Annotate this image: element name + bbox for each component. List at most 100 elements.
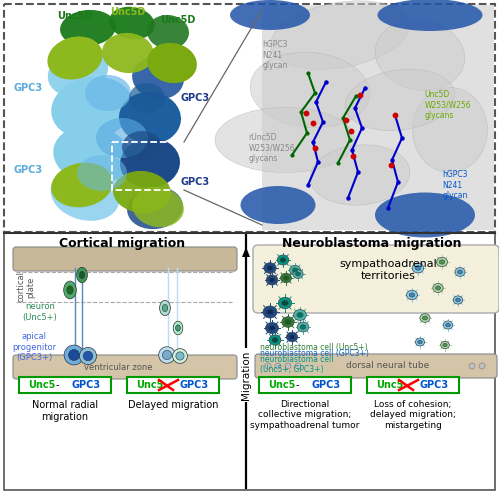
Ellipse shape <box>147 43 197 83</box>
Ellipse shape <box>67 286 73 294</box>
Ellipse shape <box>280 258 286 262</box>
Text: hGPC3
N241
glycan: hGPC3 N241 glycan <box>442 170 468 200</box>
Ellipse shape <box>285 319 291 324</box>
Ellipse shape <box>241 186 315 224</box>
Ellipse shape <box>250 52 370 128</box>
Text: GPC3: GPC3 <box>13 83 42 93</box>
Ellipse shape <box>85 75 131 111</box>
Text: GPC3: GPC3 <box>181 93 210 103</box>
Ellipse shape <box>263 306 277 318</box>
Ellipse shape <box>453 296 463 304</box>
Ellipse shape <box>266 309 273 315</box>
Ellipse shape <box>79 272 85 279</box>
Text: neuroblastoma cell (GPC3+): neuroblastoma cell (GPC3+) <box>260 349 369 358</box>
Ellipse shape <box>437 257 448 267</box>
Text: apical
progenitor
(GPC3+): apical progenitor (GPC3+) <box>12 332 56 362</box>
Ellipse shape <box>120 138 180 188</box>
Text: Unc5: Unc5 <box>28 380 55 390</box>
Circle shape <box>159 347 175 363</box>
Ellipse shape <box>129 83 165 113</box>
Ellipse shape <box>292 268 298 272</box>
Circle shape <box>479 363 485 369</box>
Ellipse shape <box>230 0 310 30</box>
Ellipse shape <box>416 338 425 346</box>
Ellipse shape <box>413 87 488 173</box>
Ellipse shape <box>286 332 297 342</box>
Text: -: - <box>55 380 59 390</box>
Text: Unc5D: Unc5D <box>57 11 93 21</box>
Ellipse shape <box>132 57 184 99</box>
Ellipse shape <box>407 290 418 300</box>
Circle shape <box>173 349 188 363</box>
Ellipse shape <box>293 270 303 279</box>
Text: cortical
plate: cortical plate <box>16 272 36 303</box>
Text: Normal radial
migration: Normal radial migration <box>32 400 98 422</box>
Circle shape <box>162 351 172 359</box>
FancyBboxPatch shape <box>13 355 237 379</box>
Circle shape <box>68 350 79 360</box>
Ellipse shape <box>60 10 116 46</box>
Ellipse shape <box>455 268 465 276</box>
Ellipse shape <box>77 155 127 191</box>
Ellipse shape <box>51 163 113 208</box>
Ellipse shape <box>423 316 428 320</box>
Text: GPC3: GPC3 <box>312 380 341 390</box>
Ellipse shape <box>272 338 278 342</box>
Ellipse shape <box>281 300 288 306</box>
Ellipse shape <box>278 297 291 309</box>
Ellipse shape <box>147 15 189 49</box>
Text: neuroblastoma cell (Unc5+): neuroblastoma cell (Unc5+) <box>260 343 368 352</box>
Text: neuron
(Unc5+): neuron (Unc5+) <box>22 302 57 322</box>
Ellipse shape <box>443 321 453 329</box>
Text: Unc5D: Unc5D <box>160 15 196 25</box>
Ellipse shape <box>267 266 273 271</box>
Text: ventricular zone: ventricular zone <box>84 362 152 372</box>
Text: Cortical migration: Cortical migration <box>59 237 185 249</box>
Ellipse shape <box>283 276 289 280</box>
Circle shape <box>176 352 184 360</box>
Ellipse shape <box>48 48 108 96</box>
FancyBboxPatch shape <box>19 377 111 393</box>
FancyBboxPatch shape <box>4 4 495 232</box>
Ellipse shape <box>433 283 443 292</box>
Ellipse shape <box>102 33 154 73</box>
Circle shape <box>285 363 291 369</box>
Ellipse shape <box>162 304 168 312</box>
Text: GPC3: GPC3 <box>72 380 101 390</box>
Ellipse shape <box>160 300 170 316</box>
Ellipse shape <box>456 298 461 302</box>
Ellipse shape <box>50 169 119 221</box>
Ellipse shape <box>119 92 181 144</box>
Ellipse shape <box>375 20 465 90</box>
Ellipse shape <box>375 192 475 238</box>
Ellipse shape <box>173 321 183 335</box>
Text: neuroblastoma cell
(Unc5+, GPC3+): neuroblastoma cell (Unc5+, GPC3+) <box>260 355 333 374</box>
Ellipse shape <box>418 340 422 344</box>
Ellipse shape <box>277 255 289 265</box>
Ellipse shape <box>289 265 300 275</box>
Ellipse shape <box>415 266 421 270</box>
FancyBboxPatch shape <box>367 377 459 393</box>
Ellipse shape <box>378 0 483 31</box>
Ellipse shape <box>269 325 275 331</box>
Ellipse shape <box>282 317 294 327</box>
Ellipse shape <box>280 273 291 282</box>
Ellipse shape <box>64 281 76 299</box>
Circle shape <box>83 351 93 361</box>
Text: Unc5: Unc5 <box>376 380 403 390</box>
Circle shape <box>275 363 281 369</box>
Ellipse shape <box>96 118 148 158</box>
Ellipse shape <box>310 145 410 205</box>
Ellipse shape <box>458 270 463 274</box>
Ellipse shape <box>345 70 455 131</box>
Text: GPC3: GPC3 <box>420 380 449 390</box>
Circle shape <box>64 345 84 365</box>
Circle shape <box>79 348 96 364</box>
Ellipse shape <box>289 335 295 339</box>
Ellipse shape <box>122 131 162 163</box>
FancyBboxPatch shape <box>127 377 219 393</box>
FancyBboxPatch shape <box>262 5 494 230</box>
FancyBboxPatch shape <box>259 377 351 393</box>
Ellipse shape <box>443 343 447 347</box>
Text: dorsal neural tube: dorsal neural tube <box>346 361 430 371</box>
